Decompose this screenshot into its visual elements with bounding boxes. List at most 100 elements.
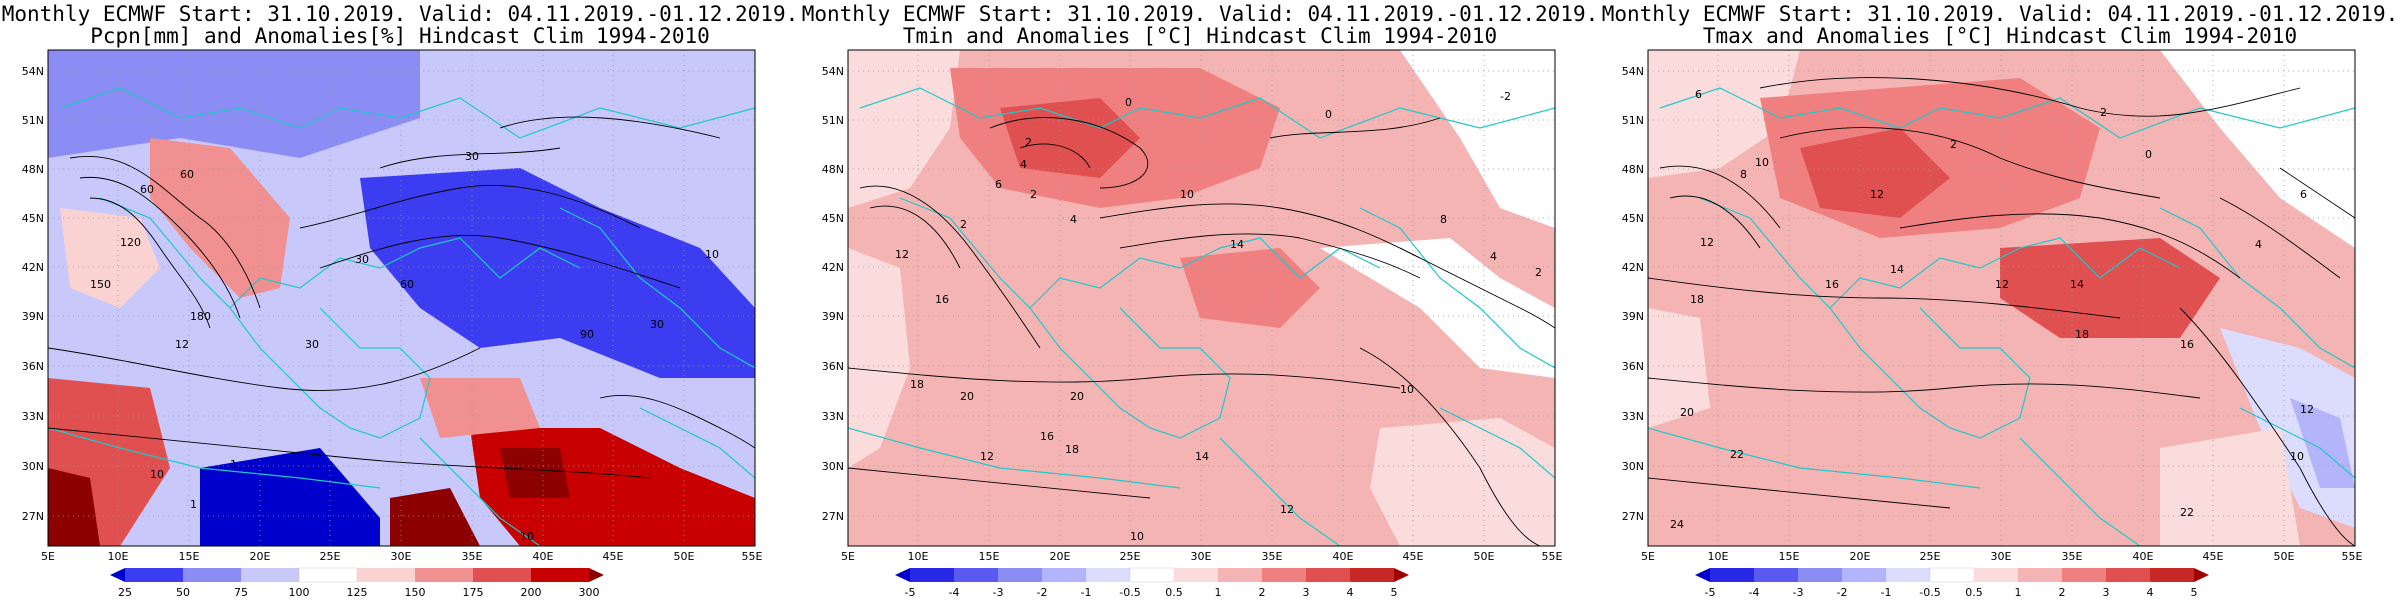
lat-label: 51N bbox=[822, 114, 844, 127]
lon-label: 25E bbox=[1920, 550, 1941, 563]
contour-label: 10 bbox=[150, 468, 164, 481]
contour-label: 8 bbox=[1740, 168, 1747, 181]
lon-label: 40E bbox=[2133, 550, 2154, 563]
colorbar-label: 150 bbox=[405, 586, 426, 599]
lon-label: 50E bbox=[1474, 550, 1495, 563]
anomaly-region bbox=[360, 168, 755, 378]
contour-label: 20 bbox=[1680, 406, 1694, 419]
lon-label: 40E bbox=[1333, 550, 1354, 563]
panel-precipitation: Monthly ECMWF Start: 31.10.2019. Valid: … bbox=[0, 0, 800, 600]
anomaly-region bbox=[420, 378, 540, 438]
lat-label: 30N bbox=[1622, 460, 1644, 473]
colorbar-label: 25 bbox=[118, 586, 132, 599]
colorbar-label: 300 bbox=[579, 586, 600, 599]
lat-label: 54N bbox=[822, 65, 844, 78]
map-frame bbox=[47, 49, 756, 547]
contour-label: 18 bbox=[1065, 443, 1079, 456]
lon-label: 30E bbox=[391, 550, 412, 563]
lat-label: 45N bbox=[1622, 212, 1644, 225]
contour-label: 16 bbox=[935, 293, 949, 306]
lat-label: 48N bbox=[1622, 163, 1644, 176]
contour-label-group: 6 2 8 10 12 12 14 16 18 12 14 18 20 22 2… bbox=[1670, 88, 2314, 531]
colorbar-swatch bbox=[473, 568, 531, 582]
contour-label: 30 bbox=[650, 318, 664, 331]
contour-label: 18 bbox=[1690, 293, 1704, 306]
lon-label: 50E bbox=[674, 550, 695, 563]
contour-label: 60 bbox=[400, 278, 414, 291]
panel-title-line2: Tmax and Anomalies [°C] Hindcast Clim 19… bbox=[1702, 24, 2298, 48]
colorbar-swatch bbox=[1710, 568, 1754, 582]
lat-label: 36N bbox=[22, 360, 44, 373]
colorbar-swatch bbox=[1929, 567, 1975, 583]
lon-label: 50E bbox=[2274, 550, 2295, 563]
colorbar-swatch bbox=[954, 568, 998, 582]
lon-label: 25E bbox=[320, 550, 341, 563]
lat-label: 48N bbox=[22, 163, 44, 176]
colorbar-swatch bbox=[2062, 568, 2106, 582]
tmax-map: 6 2 8 10 12 12 14 16 18 12 14 18 20 22 2… bbox=[1622, 49, 2363, 599]
contour-label: 2 bbox=[1535, 266, 1542, 279]
lat-label: 42N bbox=[22, 261, 44, 274]
lat-label: 39N bbox=[822, 310, 844, 323]
colorbar-swatch bbox=[1086, 568, 1130, 582]
anomaly-region bbox=[1800, 128, 1950, 218]
lat-label: 30N bbox=[822, 460, 844, 473]
lon-label: 55E bbox=[742, 550, 763, 563]
colorbar-swatch bbox=[1754, 568, 1798, 582]
anomaly-region bbox=[1320, 238, 1555, 378]
contour-label: 10 bbox=[1755, 156, 1769, 169]
anomaly-region bbox=[1400, 50, 1555, 228]
lat-label: 33N bbox=[822, 410, 844, 423]
lon-label: 35E bbox=[2062, 550, 2083, 563]
anomaly-region bbox=[2160, 50, 2355, 248]
contour-label: 30 bbox=[305, 338, 319, 351]
colorbar-swatch bbox=[357, 568, 415, 582]
colorbar-label: -4 bbox=[1749, 586, 1760, 599]
colorbar-label: 3 bbox=[2103, 586, 2110, 599]
colorbar-label: -4 bbox=[949, 586, 960, 599]
colorbar-swatch bbox=[531, 568, 589, 582]
contour-label: 2 bbox=[1030, 188, 1037, 201]
colorbar-label: 4 bbox=[1347, 586, 1354, 599]
lon-label: 15E bbox=[979, 550, 1000, 563]
contour-label: 12 bbox=[1995, 278, 2009, 291]
colorbar-label: -5 bbox=[905, 586, 916, 599]
lon-label: 45E bbox=[2203, 550, 2224, 563]
lon-label: 30E bbox=[1991, 550, 2012, 563]
anomaly-region bbox=[2290, 398, 2355, 488]
colorbar-swatch bbox=[1174, 568, 1218, 582]
lat-label: 42N bbox=[1622, 261, 1644, 274]
colorbar-arrow-right bbox=[1394, 568, 1409, 582]
anomaly-region bbox=[848, 248, 910, 468]
contour-label: 180 bbox=[190, 310, 211, 323]
lon-label: 45E bbox=[1403, 550, 1424, 563]
colorbar-arrow-left bbox=[1695, 568, 1710, 582]
lat-label: 45N bbox=[22, 212, 44, 225]
contour-label: 24 bbox=[1670, 518, 1684, 531]
anomaly-region bbox=[1370, 418, 1555, 546]
lon-label: 25E bbox=[1120, 550, 1141, 563]
colorbar-label: -1 bbox=[1881, 586, 1892, 599]
lat-label: 36N bbox=[822, 360, 844, 373]
contour-label: 2 bbox=[960, 218, 967, 231]
panel-title-line2: Tmin and Anomalies [°C] Hindcast Clim 19… bbox=[902, 24, 1498, 48]
colorbar-swatch bbox=[1974, 568, 2018, 582]
contour-label: 14 bbox=[1195, 450, 1209, 463]
contour-label: 22 bbox=[1730, 448, 1744, 461]
anomaly-region bbox=[848, 50, 960, 208]
contour-label: 30 bbox=[465, 150, 479, 163]
contour-label: 14 bbox=[2070, 278, 2084, 291]
colorbar-label: 175 bbox=[463, 586, 484, 599]
colorbar-swatch bbox=[298, 567, 358, 583]
colorbar-arrow-left bbox=[110, 568, 125, 582]
lat-label: 30N bbox=[22, 460, 44, 473]
panel-tmax: Monthly ECMWF Start: 31.10.2019. Valid: … bbox=[1600, 0, 2400, 600]
lat-label: 36N bbox=[1622, 360, 1644, 373]
lon-label: 35E bbox=[1262, 550, 1283, 563]
lon-label: 10E bbox=[908, 550, 929, 563]
lat-label: 42N bbox=[822, 261, 844, 274]
contour-label: 20 bbox=[960, 390, 974, 403]
contour-label: 2 bbox=[2100, 106, 2107, 119]
contour-label: 2 bbox=[1950, 138, 1957, 151]
lon-axis: 5E 10E 15E 20E 25E 30E 35E 40E 45E 50E 5… bbox=[41, 550, 762, 563]
